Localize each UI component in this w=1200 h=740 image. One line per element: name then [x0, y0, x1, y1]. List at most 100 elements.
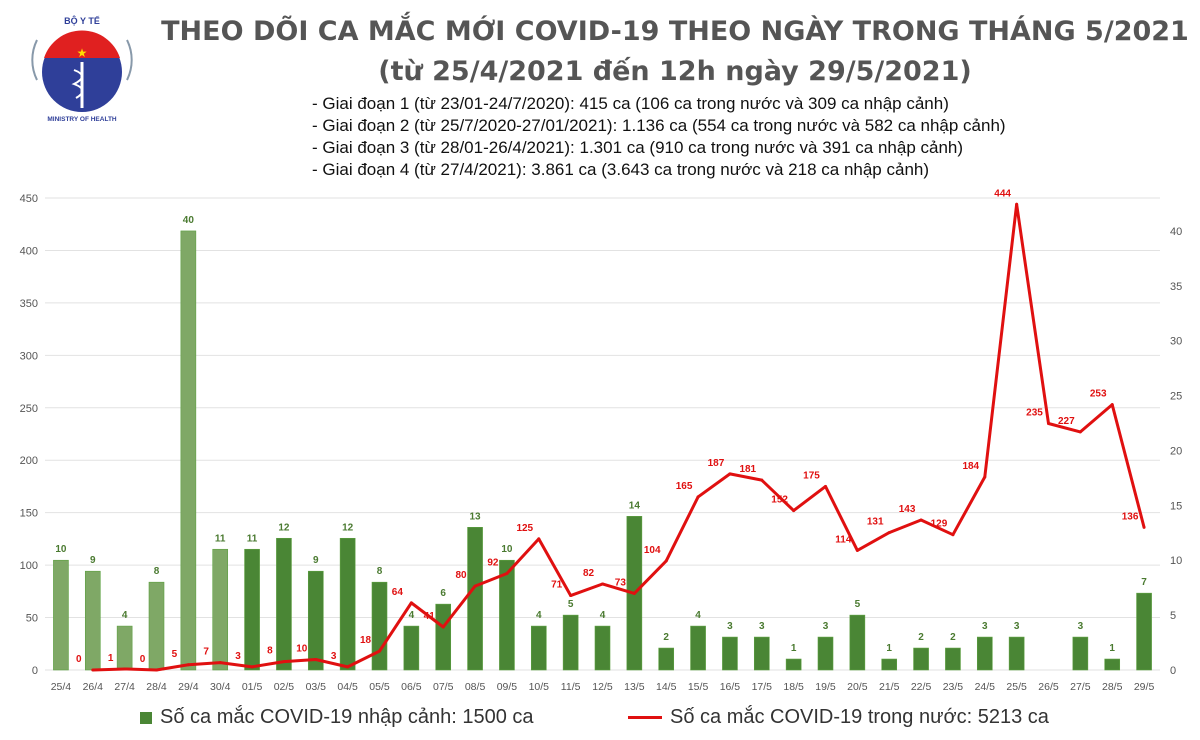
domestic-point-label: 175 [803, 470, 820, 481]
imported-bar-label: 10 [501, 544, 513, 555]
domestic-point [824, 484, 827, 488]
domestic-point-label: 235 [1026, 408, 1043, 419]
imported-bar-label: 2 [950, 632, 956, 643]
domestic-point [1015, 202, 1019, 206]
right-axis-tick: 30 [1170, 336, 1182, 348]
x-axis-tick: 17/5 [752, 681, 773, 693]
domestic-point-label: 73 [615, 577, 627, 588]
left-axis-tick: 100 [20, 560, 38, 572]
legend-domestic: Số ca mắc COVID-19 trong nước: 5213 ca [628, 706, 1049, 729]
svg-text:BỘ Y TẾ: BỘ Y TẾ [64, 15, 100, 26]
x-axis-tick: 21/5 [879, 681, 900, 693]
domestic-point [855, 548, 859, 552]
imported-bar-label: 4 [600, 610, 606, 621]
x-axis-tick: 26/5 [1038, 681, 1059, 693]
right-axis-tick: 5 [1170, 610, 1176, 622]
x-axis-tick: 22/5 [911, 681, 932, 693]
domestic-point-label: 253 [1090, 389, 1107, 400]
domestic-point-label: 18 [360, 635, 372, 646]
left-axis-tick: 150 [20, 508, 38, 520]
x-axis-tick: 14/5 [656, 681, 677, 693]
x-axis-tick: 28/4 [146, 681, 167, 693]
domestic-point-label: 136 [1122, 511, 1139, 522]
x-axis-tick: 09/5 [497, 681, 518, 693]
domestic-point [250, 665, 254, 669]
domestic-point [601, 582, 604, 586]
left-axis-tick: 400 [20, 245, 38, 257]
right-axis-tick: 0 [1170, 665, 1176, 677]
imported-bar [976, 636, 993, 671]
imported-bar-label: 4 [695, 610, 701, 621]
imported-bar-label: 13 [470, 511, 482, 522]
x-axis-tick: 06/5 [401, 681, 422, 693]
imported-bar-label: 10 [55, 544, 67, 555]
imported-bar [658, 647, 675, 671]
imported-bar-label: 2 [663, 632, 669, 643]
x-axis-tick: 05/5 [369, 681, 390, 693]
domestic-point [569, 594, 573, 598]
x-axis-tick: 29/5 [1134, 681, 1155, 693]
imported-bar-label: 14 [629, 500, 641, 511]
right-axis-tick: 20 [1170, 445, 1182, 457]
domestic-point [537, 537, 541, 541]
legend-domestic-label: Số ca mắc COVID-19 trong nước: 5213 ca [670, 706, 1049, 728]
imported-bar [116, 625, 133, 671]
note-phase-4: - Giai đoạn 4 (từ 27/4/2021): 3.861 ca (… [312, 160, 930, 179]
imported-bar [435, 603, 452, 671]
left-axis-tick: 450 [20, 193, 38, 205]
domestic-point [1047, 422, 1050, 426]
domestic-point [951, 533, 955, 537]
x-axis-tick: 01/5 [242, 681, 263, 693]
domestic-point-label: 187 [708, 458, 725, 469]
imported-bar-label: 12 [342, 522, 354, 533]
domestic-point [123, 667, 127, 671]
x-axis-tick: 18/5 [783, 681, 804, 693]
svg-text:★: ★ [77, 46, 88, 60]
domestic-point [887, 531, 891, 535]
domestic-point-label: 165 [676, 481, 693, 492]
imported-bar-label: 3 [1014, 621, 1020, 632]
imported-bar [722, 636, 738, 671]
imported-bar [945, 647, 961, 671]
x-axis-tick: 20/5 [847, 681, 868, 693]
domestic-point [1110, 403, 1114, 407]
imported-bar [307, 570, 324, 671]
domestic-point [1142, 525, 1146, 529]
imported-bar [53, 559, 69, 671]
right-axis-tick: 10 [1170, 555, 1182, 567]
domestic-point-label: 1 [108, 653, 114, 664]
svg-text:MINISTRY OF HEALTH: MINISTRY OF HEALTH [47, 116, 117, 123]
imported-bar-label: 7 [1141, 577, 1147, 588]
domestic-point-label: 5 [172, 649, 178, 660]
imported-bar-label: 40 [183, 215, 195, 226]
domestic-point-label: 181 [739, 464, 756, 475]
domestic-point-label: 7 [203, 647, 209, 658]
domestic-point [505, 572, 509, 576]
legend-bar-swatch [140, 711, 152, 724]
domestic-point-label: 0 [140, 654, 146, 665]
x-axis-tick: 16/5 [720, 681, 741, 693]
domestic-point [792, 509, 796, 513]
domestic-line [92, 202, 1146, 672]
imported-bar [244, 548, 260, 671]
imported-bar [1072, 636, 1089, 671]
domestic-point-label: 0 [76, 654, 82, 665]
x-axis-tick: 11/5 [561, 681, 581, 693]
x-axis-tick: 25/4 [51, 681, 72, 693]
domestic-point-label: 3 [235, 651, 241, 662]
domestic-point [186, 663, 190, 667]
x-axis-tick: 28/5 [1102, 681, 1123, 693]
domestic-point-label: 10 [296, 644, 308, 655]
imported-bar-label: 5 [568, 599, 574, 610]
note-phase-1: - Giai đoạn 1 (từ 23/01-24/7/2020): 415 … [312, 94, 949, 113]
imported-bar [276, 537, 292, 671]
domestic-point [91, 668, 95, 672]
domestic-point [314, 658, 318, 662]
domestic-point [760, 478, 764, 482]
imported-bar-label: 1 [791, 643, 797, 654]
left-axis-tick: 350 [20, 298, 38, 310]
domestic-point-label: 80 [456, 570, 468, 581]
right-axis-tick: 35 [1170, 281, 1182, 293]
imported-bar [148, 581, 165, 671]
